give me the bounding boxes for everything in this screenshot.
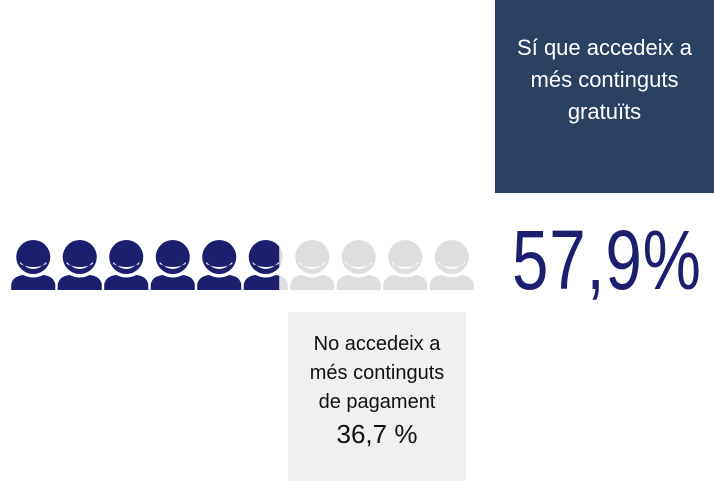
icon-body (104, 275, 149, 290)
icon-body (383, 275, 428, 290)
category-label: Sí que accedeix a més continguts gratuït… (517, 35, 692, 124)
icon-head (295, 240, 330, 274)
icon-body (150, 275, 195, 290)
icon-body (429, 275, 474, 290)
icon-head (62, 240, 97, 274)
icon-smile (159, 262, 186, 269)
icon-head (202, 240, 237, 274)
icon-smile (66, 262, 93, 269)
label-box: Sí que accedeix a més continguts gratuït… (495, 0, 714, 193)
icon-head (109, 240, 144, 274)
icon-body (197, 275, 242, 290)
icon-head (16, 240, 51, 274)
icon-body (290, 275, 335, 290)
category-label: No accedeix a més continguts de pagament (309, 333, 445, 413)
icon-head (388, 240, 423, 274)
icon-smile (20, 262, 47, 269)
icon-head (248, 240, 280, 274)
value-label: 57,9% (512, 213, 702, 307)
icon-body (57, 275, 102, 290)
icon-smile (345, 262, 372, 269)
icon-body (243, 275, 280, 290)
icon-smile (299, 262, 326, 269)
icon-smile (113, 262, 140, 269)
icon-smile (438, 262, 465, 269)
icon-head (434, 240, 469, 274)
icon-head (341, 240, 376, 274)
icon-head (155, 240, 190, 274)
icon-smile (392, 262, 419, 269)
icon-smile (206, 262, 233, 269)
icons-filled (11, 240, 280, 290)
icon-smile (252, 262, 279, 269)
icon-body (336, 275, 381, 290)
value-label: 36,7 % (336, 419, 418, 449)
icon-body (11, 275, 56, 290)
label-box: No accedeix a més continguts de pagament… (288, 312, 466, 481)
